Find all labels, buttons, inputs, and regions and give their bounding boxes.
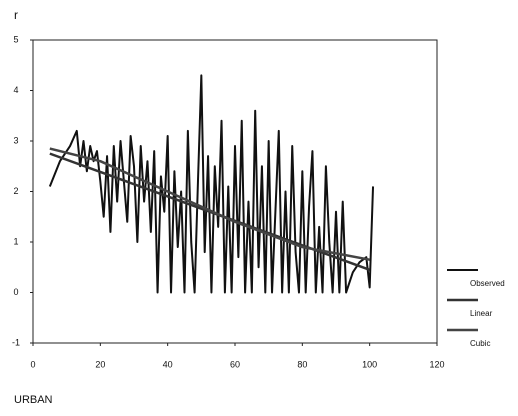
x-tick-label: 40 xyxy=(163,359,173,369)
x-axis-label: URBAN xyxy=(14,394,53,406)
series-line xyxy=(49,147,370,261)
legend-label: Observed xyxy=(470,279,505,288)
y-tick-label: 3 xyxy=(13,135,18,145)
x-tick-label: 80 xyxy=(297,359,307,369)
legend-label: Linear xyxy=(470,309,493,318)
x-tick-label: 0 xyxy=(30,359,35,369)
x-tick-label: 120 xyxy=(429,359,444,369)
legend-label: Cubic xyxy=(470,339,490,348)
x-tick-label: 100 xyxy=(362,359,377,369)
y-tick-label: -1 xyxy=(12,337,20,347)
x-tick-label: 20 xyxy=(95,359,105,369)
y-tick-label: 4 xyxy=(13,85,18,95)
y-tick-label: 0 xyxy=(13,287,18,297)
y-tick-label: 5 xyxy=(13,34,18,44)
y-axis-label: r xyxy=(14,8,18,22)
y-tick-label: 2 xyxy=(13,186,18,196)
y-tick-label: 1 xyxy=(13,236,18,246)
plot-frame xyxy=(32,39,438,344)
x-tick-label: 60 xyxy=(230,359,240,369)
series-line xyxy=(48,74,375,294)
